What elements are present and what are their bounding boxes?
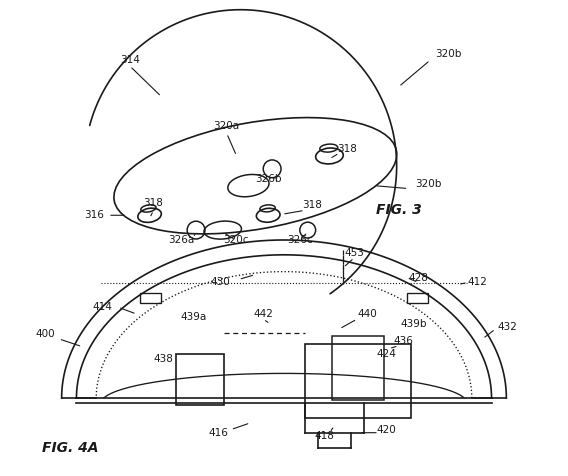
Text: FIG. 4A: FIG. 4A (42, 440, 99, 455)
Text: 453: 453 (344, 248, 364, 258)
Text: 436: 436 (394, 336, 414, 346)
Text: 416: 416 (209, 428, 229, 438)
Bar (305, 344, 411, 418)
Text: 318: 318 (144, 198, 164, 208)
Text: 320b: 320b (435, 49, 461, 59)
Text: 320a: 320a (214, 121, 240, 131)
Text: 420: 420 (377, 425, 396, 435)
Text: 326b: 326b (255, 174, 281, 184)
Text: 418: 418 (315, 431, 335, 441)
Text: 428: 428 (408, 273, 428, 283)
Text: 424: 424 (377, 348, 396, 358)
Text: 412: 412 (468, 278, 488, 288)
Text: 414: 414 (92, 302, 112, 312)
Text: 326a: 326a (168, 235, 194, 245)
Text: 439a: 439a (180, 312, 206, 322)
Bar (140, 293, 161, 303)
Text: FIG. 3: FIG. 3 (376, 203, 421, 218)
Text: 439b: 439b (400, 319, 427, 329)
Text: 440: 440 (357, 309, 377, 319)
Text: 320b: 320b (415, 178, 441, 188)
Text: 326c: 326c (287, 235, 312, 245)
Bar (176, 354, 224, 405)
Bar (332, 336, 384, 400)
Text: 430: 430 (211, 278, 231, 288)
Bar (407, 293, 428, 303)
Text: 314: 314 (120, 55, 140, 65)
Text: 320c: 320c (223, 235, 248, 245)
Text: 438: 438 (153, 354, 173, 364)
Text: 318: 318 (302, 200, 321, 210)
Text: 318: 318 (337, 144, 357, 154)
Text: 442: 442 (253, 309, 273, 319)
Text: 432: 432 (498, 322, 517, 332)
Text: 400: 400 (35, 329, 55, 339)
Text: 316: 316 (84, 210, 104, 220)
